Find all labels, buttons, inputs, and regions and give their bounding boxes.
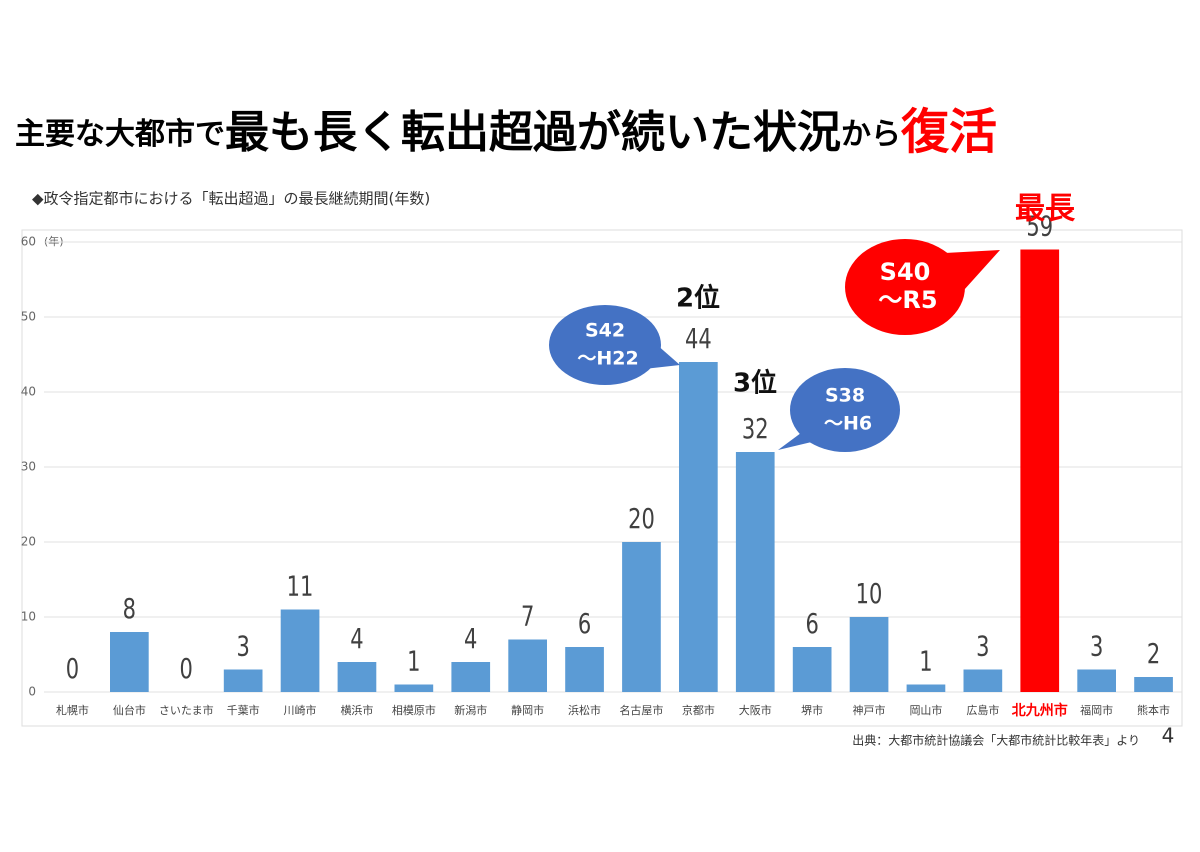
bar (679, 362, 718, 692)
data-label: 59 (1026, 209, 1053, 242)
y-tick-label: 30 (21, 460, 36, 474)
title-part: 最も長く転出超過が続いた状況 (225, 107, 841, 158)
data-label: 20 (628, 502, 655, 535)
x-tick-label: 札幌市 (56, 703, 89, 717)
bar (1020, 249, 1060, 692)
callout-bubble (845, 239, 965, 335)
data-label: 8 (123, 592, 136, 625)
x-tick-label: 千葉市 (227, 703, 260, 717)
data-label: 6 (578, 607, 591, 640)
x-tick-label: 川崎市 (284, 703, 317, 717)
callout-text: S40 (880, 258, 931, 286)
bar (963, 669, 1003, 692)
data-label: 3 (236, 629, 249, 662)
data-label: 10 (856, 577, 883, 610)
x-tick-label: 静岡市 (511, 703, 544, 717)
y-tick-label: 0 (28, 685, 36, 699)
callout-text: ～H22 (577, 348, 638, 370)
bar (508, 639, 547, 692)
data-label: 0 (66, 652, 79, 685)
x-tick-label: 新潟市 (454, 703, 487, 717)
x-tick-label: さいたま市 (159, 703, 214, 717)
callout-text: S38 (825, 385, 865, 407)
data-label: 3 (1090, 629, 1103, 662)
data-label: 3 (976, 629, 989, 662)
bar (280, 609, 320, 692)
y-tick-label: 40 (21, 385, 36, 399)
y-tick-label: 10 (21, 610, 36, 624)
y-tick-label: 50 (21, 310, 36, 324)
x-tick-label: 京都市 (682, 703, 715, 717)
callout-text: ～R5 (878, 286, 937, 314)
chart-subtitle: ◆政令指定都市における「転出超過」の最長継続期間(年数) (32, 190, 430, 208)
callout-text: ～H6 (824, 413, 872, 435)
callout: S38～H6 (778, 368, 900, 452)
annotation: 3位 (733, 368, 777, 399)
bar (792, 647, 832, 692)
x-tick-label: 浜松市 (568, 703, 601, 717)
chart-frame (21, 229, 1183, 727)
x-tick-label: 福岡市 (1080, 703, 1113, 717)
x-tick-label: 北九州市 (1012, 702, 1068, 719)
x-tick-label: 広島市 (966, 703, 999, 717)
callout: S42 ～H22 (549, 305, 680, 385)
callout: S40～R5 (845, 239, 1000, 335)
x-tick-label: 岡山市 (909, 703, 942, 717)
data-label: 0 (180, 652, 193, 685)
x-tick-label: 仙台市 (113, 703, 146, 717)
x-tick-label: 大阪市 (739, 703, 772, 717)
data-label: 11 (287, 569, 314, 602)
source: 出典：大都市統計協議会「大都市統計比較年表」より (852, 733, 1140, 748)
callout-bubble (790, 368, 900, 452)
title-part: 復活 (900, 104, 997, 160)
annotation: 2位 (676, 283, 720, 314)
x-tick-label: 横浜市 (340, 703, 373, 717)
data-label: 1 (919, 644, 932, 677)
bar (394, 684, 434, 692)
bar (622, 542, 661, 692)
x-tick-label: 名古屋市 (619, 703, 663, 717)
title-part: から (841, 117, 901, 152)
bar (337, 662, 377, 692)
y-unit: (年) (44, 234, 64, 248)
data-label: 4 (350, 622, 363, 655)
x-tick-label: 神戸市 (853, 703, 886, 717)
title-part: 主要な大都市で (15, 117, 225, 152)
y-tick-label: 20 (21, 535, 36, 549)
callout-bubble (549, 305, 661, 385)
callout-text: S42 (585, 320, 625, 342)
bar (223, 669, 263, 692)
data-label: 2 (1147, 637, 1160, 670)
data-label: 4 (464, 622, 477, 655)
x-tick-label: 相模原市 (392, 703, 436, 717)
bar (1134, 677, 1173, 692)
data-label: 6 (805, 607, 818, 640)
x-tick-label: 熊本市 (1137, 703, 1170, 717)
data-label: 7 (521, 599, 534, 632)
x-tick-label: 堺市 (801, 703, 823, 717)
annotation: 最長 (1015, 192, 1076, 227)
bar (110, 632, 149, 692)
bar (565, 647, 604, 692)
data-label: 44 (685, 322, 712, 355)
bar (906, 684, 946, 692)
data-label: 32 (742, 412, 769, 445)
page-number: 4 (1162, 724, 1175, 748)
bar (451, 662, 491, 692)
slide-title: 主要な大都市で最も長く転出超過が続いた状況から復活 (15, 104, 997, 160)
bar (1077, 669, 1116, 692)
data-label: 1 (407, 644, 420, 677)
bar (849, 617, 889, 692)
bar (735, 452, 775, 692)
y-tick-label: 60 (21, 235, 36, 249)
